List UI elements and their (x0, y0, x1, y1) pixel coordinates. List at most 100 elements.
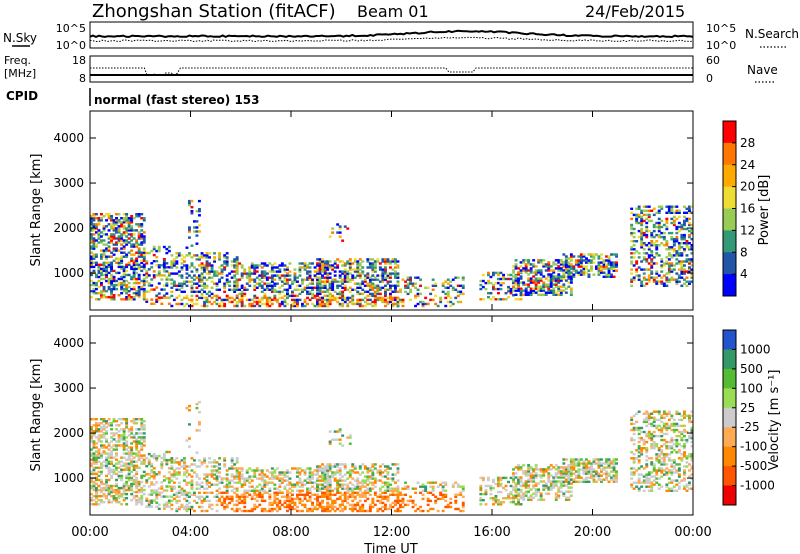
heatmap-cell (220, 481, 224, 484)
heatmap-cell (125, 219, 129, 222)
heatmap-cell (537, 261, 541, 264)
heatmap-cell (205, 481, 209, 484)
heatmap-cell (185, 272, 189, 275)
heatmap-cell (105, 486, 108, 490)
heatmap-cell (301, 304, 304, 308)
heatmap-cell (562, 271, 566, 274)
colorbar-tick-label: 28 (740, 136, 755, 150)
heatmap-cell (655, 240, 659, 243)
heatmap-cell (333, 509, 337, 513)
heatmap-cell (564, 271, 568, 274)
heatmap-cell (356, 302, 360, 306)
heatmap-cell (105, 243, 108, 246)
heatmap-cell (683, 264, 686, 267)
heatmap-cell (270, 266, 274, 269)
heatmap-cell (590, 255, 593, 258)
heatmap-cell (280, 290, 284, 293)
heatmap-cell (298, 266, 302, 269)
heatmap-cell (675, 250, 679, 253)
heatmap-cell (293, 276, 297, 279)
heatmap-cell (165, 247, 169, 251)
heatmap-cell (125, 426, 129, 429)
heatmap-cell (680, 260, 684, 263)
heatmap-cell (683, 215, 686, 219)
heatmap-cell (107, 217, 111, 220)
heatmap-cell (150, 298, 154, 301)
heatmap-cell (258, 300, 262, 304)
heatmap-cell (527, 480, 531, 483)
heatmap-cell (358, 473, 362, 476)
heatmap-cell (90, 499, 93, 502)
heatmap-cell (122, 219, 126, 222)
heatmap-cell (499, 490, 503, 494)
heatmap-cell (522, 281, 526, 284)
heatmap-cell (640, 284, 644, 287)
heatmap-cell (205, 509, 209, 513)
heatmap-cell (311, 262, 314, 265)
heatmap-cell (326, 485, 330, 488)
heatmap-cell (306, 264, 309, 267)
heatmap-cell (110, 486, 113, 490)
heatmap-cell (283, 282, 287, 285)
heatmap-cell (326, 493, 330, 496)
heatmap-cell (286, 272, 289, 275)
heatmap-cell (288, 497, 292, 501)
heatmap-cell (688, 248, 691, 251)
heatmap-cell (210, 276, 214, 279)
heatmap-cell (130, 233, 134, 236)
heatmap-cell (230, 479, 234, 482)
heatmap-cell (343, 473, 347, 476)
heatmap-cell (642, 256, 646, 259)
heatmap-cell (434, 501, 438, 505)
heatmap-cell (519, 298, 523, 301)
heatmap-cell (130, 277, 134, 281)
heatmap-cell (132, 422, 136, 425)
heatmap-cell (376, 296, 380, 300)
date-label: 24/Feb/2015 (585, 2, 685, 21)
heatmap-cell (223, 459, 227, 462)
heatmap-cell (225, 479, 229, 482)
heatmap-cell (253, 288, 257, 291)
heatmap-cell (172, 461, 176, 464)
heatmap-cell (270, 471, 274, 474)
heatmap-cell (311, 302, 314, 306)
heatmap-cell (278, 268, 282, 271)
heatmap-cell (280, 473, 284, 476)
heatmap-cell (233, 481, 237, 484)
heatmap-cell (562, 482, 566, 485)
heatmap-cell (366, 469, 370, 472)
heatmap-cell (255, 477, 259, 480)
heatmap-cell (356, 501, 360, 505)
heatmap-cell (368, 286, 372, 289)
heatmap-cell (188, 501, 191, 505)
heatmap-cell (323, 471, 327, 474)
heatmap-cell (92, 245, 96, 248)
heatmap-cell (296, 489, 299, 492)
heatmap-cell (140, 444, 144, 447)
heatmap-cell (394, 274, 397, 277)
heatmap-cell (361, 509, 365, 513)
heatmap-cell (534, 492, 538, 495)
heatmap-cell (381, 258, 385, 261)
heatmap-cell (95, 476, 98, 480)
heatmap-cell (235, 487, 239, 490)
heatmap-cell (547, 273, 551, 276)
heatmap-cell (132, 474, 136, 478)
heatmap-cell (120, 444, 124, 447)
heatmap-cell (125, 263, 129, 266)
heatmap-cell (396, 491, 400, 494)
heatmap-cell (549, 281, 553, 284)
heatmap-cell (318, 260, 322, 263)
heatmap-cell (122, 436, 126, 439)
heatmap-cell (283, 288, 287, 291)
heatmap-cell (122, 446, 126, 449)
freq-panel-frame (89, 55, 694, 83)
heatmap-cell (373, 302, 377, 306)
heatmap-cell (670, 264, 674, 267)
heatmap-cell (645, 268, 649, 271)
heatmap-cell (318, 292, 322, 296)
heatmap-cell (215, 503, 219, 507)
heatmap-cell (115, 446, 118, 449)
heatmap-cell (361, 280, 365, 283)
heatmap-cell (218, 463, 221, 466)
